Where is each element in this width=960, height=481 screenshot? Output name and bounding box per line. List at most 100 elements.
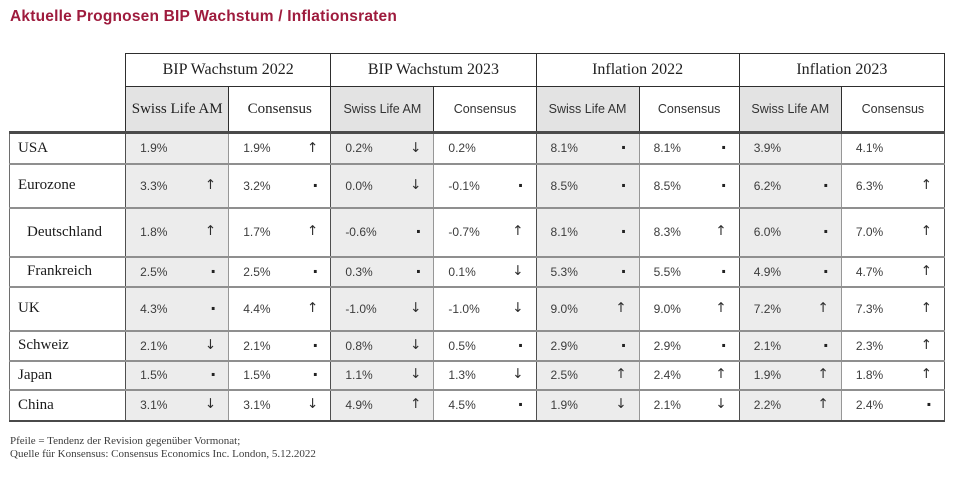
footnotes: Pfeile = Tendenz der Revision gegenüber … — [10, 435, 960, 463]
forecast-value: -0.6% — [345, 225, 377, 239]
up-arrow-icon: ↑ — [307, 139, 319, 156]
forecast-value: 2.1% — [753, 338, 782, 353]
unchanged-dot-icon: · — [517, 335, 524, 355]
footnote-arrows: Pfeile = Tendenz der Revision gegenüber … — [10, 434, 241, 447]
forecast-value: 0.2% — [448, 141, 476, 156]
cell-schweiz-bip-wachstum-2022-consensus: 2.1% · — [228, 330, 331, 362]
cell-japan-inflation-2022-swiss-life-am: 2.5% ↑ — [535, 360, 640, 391]
down-arrow-icon: ↓ — [410, 366, 422, 383]
up-arrow-icon: ↑ — [615, 299, 627, 316]
group-header-bip-wachstum-2023: BIP Wachstum 2023 — [330, 53, 537, 87]
cell-china-inflation-2022-swiss-life-am: 1.9% ↓ — [535, 389, 640, 422]
forecast-value: 9.0% — [550, 301, 578, 316]
up-arrow-icon: ↑ — [715, 223, 727, 240]
unchanged-dot-icon: · — [312, 175, 319, 195]
forecast-value: 1.7% — [243, 225, 271, 239]
cell-frankreich-bip-wachstum-2023-swiss-life-am: 0.3% · — [330, 256, 434, 288]
table-row-eurozone: Eurozone 3.3% ↑ 3.2% · 0.0% ↓ -0.1% · 8.5% · 8.5% · 6… — [8, 163, 946, 209]
forecast-value: 2.2% — [753, 398, 782, 412]
cell-frankreich-inflation-2022-swiss-life-am: 5.3% · — [535, 256, 640, 288]
forecast-value: 2.9% — [653, 338, 681, 353]
subheader-consensus-bip-wachstum-2023: Consensus — [433, 86, 537, 133]
unchanged-dot-icon: · — [517, 395, 524, 414]
down-arrow-icon: ↓ — [512, 366, 524, 383]
cell-usa-inflation-2023-consensus: 4.1% — [840, 131, 946, 165]
table-row-deutschland: Deutschland 1.8% ↑ 1.7% ↑ -0.6% · -0.7% ↑ 8.1% · 8.… — [8, 207, 946, 258]
unchanged-dot-icon: · — [210, 261, 217, 281]
down-arrow-icon: ↓ — [512, 262, 524, 279]
cell-usa-inflation-2023-swiss-life-am: 3.9% — [738, 131, 842, 165]
sub-header-row: Swiss Life AM Consensus Swiss Life AM Conse… — [9, 86, 946, 133]
up-arrow-icon: ↑ — [615, 366, 627, 383]
cell-uk-inflation-2023-consensus: 7.3% ↑ — [840, 286, 946, 332]
subheader-swiss-life-am-inflation-2022: Swiss Life AM — [535, 86, 640, 133]
header-spacer — [9, 53, 126, 87]
cell-frankreich-bip-wachstum-2023-consensus: 0.1% ↓ — [433, 256, 537, 288]
subheader-swiss-life-am-bip-wachstum-2022: Swiss Life AM — [125, 86, 230, 133]
up-arrow-icon: ↑ — [817, 299, 829, 316]
cell-eurozone-bip-wachstum-2023-swiss-life-am: 0.0% ↓ — [330, 163, 434, 209]
forecast-value: 2.3% — [855, 338, 884, 353]
forecast-value: 7.2% — [753, 301, 782, 316]
country-label-deutschland: Deutschland — [8, 207, 127, 258]
forecast-value: 6.0% — [753, 225, 782, 239]
cell-uk-inflation-2022-swiss-life-am: 9.0% ↑ — [535, 286, 640, 332]
cell-uk-inflation-2022-consensus: 9.0% ↑ — [638, 286, 740, 332]
forecast-value: -0.7% — [448, 225, 480, 239]
forecast-value: 1.1% — [345, 368, 373, 382]
cell-frankreich-inflation-2022-consensus: 5.5% · — [638, 256, 740, 288]
cell-uk-inflation-2023-swiss-life-am: 7.2% ↑ — [738, 286, 842, 332]
cell-usa-bip-wachstum-2022-consensus: 1.9% ↑ — [228, 131, 331, 165]
cell-japan-inflation-2022-consensus: 2.4% ↑ — [638, 360, 740, 391]
unchanged-dot-icon: · — [620, 335, 627, 355]
forecast-value: 8.1% — [550, 225, 578, 239]
unchanged-dot-icon: · — [822, 222, 829, 241]
forecast-value: 4.9% — [753, 264, 782, 279]
cell-schweiz-bip-wachstum-2022-swiss-life-am: 2.1% ↓ — [125, 330, 229, 362]
forecast-value: 7.0% — [855, 225, 884, 239]
subheader-consensus-inflation-2022: Consensus — [638, 86, 740, 133]
cell-frankreich-bip-wachstum-2022-swiss-life-am: 2.5% · — [125, 256, 229, 288]
unchanged-dot-icon: · — [720, 335, 727, 355]
unchanged-dot-icon: · — [312, 261, 319, 281]
cell-eurozone-bip-wachstum-2023-consensus: -0.1% · — [433, 163, 537, 209]
forecast-value: 1.9% — [550, 398, 578, 412]
group-header-inflation-2023: Inflation 2023 — [738, 53, 946, 87]
cell-frankreich-bip-wachstum-2022-consensus: 2.5% · — [228, 256, 331, 288]
up-arrow-icon: ↑ — [920, 299, 932, 316]
cell-japan-bip-wachstum-2022-swiss-life-am: 1.5% · — [125, 360, 229, 391]
forecast-value: 2.4% — [855, 398, 884, 412]
forecast-value: 6.2% — [753, 178, 782, 193]
cell-uk-bip-wachstum-2022-consensus: 4.4% ↑ — [228, 286, 331, 332]
cell-deutschland-inflation-2023-consensus: 7.0% ↑ — [840, 207, 946, 258]
forecast-value: 2.5% — [243, 264, 271, 279]
cell-japan-bip-wachstum-2023-swiss-life-am: 1.1% ↓ — [330, 360, 434, 391]
cell-eurozone-inflation-2022-consensus: 8.5% · — [638, 163, 740, 209]
cell-china-inflation-2023-consensus: 2.4% · — [840, 389, 946, 422]
country-label-japan: Japan — [8, 360, 127, 391]
country-label-schweiz: Schweiz — [8, 330, 127, 362]
forecast-value: 4.9% — [345, 398, 373, 412]
cell-schweiz-bip-wachstum-2023-consensus: 0.5% · — [433, 330, 537, 362]
cell-usa-inflation-2022-swiss-life-am: 8.1% · — [535, 131, 640, 165]
down-arrow-icon: ↓ — [410, 299, 422, 316]
cell-china-bip-wachstum-2023-consensus: 4.5% · — [433, 389, 537, 422]
down-arrow-icon: ↓ — [512, 299, 524, 316]
unchanged-dot-icon: · — [312, 365, 319, 384]
cell-eurozone-inflation-2023-consensus: 6.3% ↑ — [840, 163, 946, 209]
forecast-value: 5.5% — [653, 264, 681, 279]
cell-eurozone-inflation-2022-swiss-life-am: 8.5% · — [535, 163, 640, 209]
down-arrow-icon: ↓ — [307, 396, 319, 413]
table-body: USA 1.9% 1.9% ↑ 0.2% ↓ 0.2% 8.1% · 8.1% · 3.9% 4.1% E… — [8, 131, 946, 422]
table-row-japan: Japan 1.5% · 1.5% · 1.1% ↓ 1.3% ↓ 2.5% ↑ 2.4% ↑ 1.9% ↑… — [8, 360, 946, 391]
country-label-china: China — [8, 389, 127, 422]
unchanged-dot-icon: · — [822, 261, 829, 281]
unchanged-dot-icon: · — [415, 222, 422, 241]
forecast-value: 4.7% — [855, 264, 884, 279]
forecast-value: 0.8% — [345, 338, 373, 353]
cell-schweiz-bip-wachstum-2023-swiss-life-am: 0.8% ↓ — [330, 330, 434, 362]
forecast-value: 3.1% — [140, 398, 168, 412]
unchanged-dot-icon: · — [720, 175, 727, 195]
forecast-value: 2.1% — [653, 398, 681, 412]
